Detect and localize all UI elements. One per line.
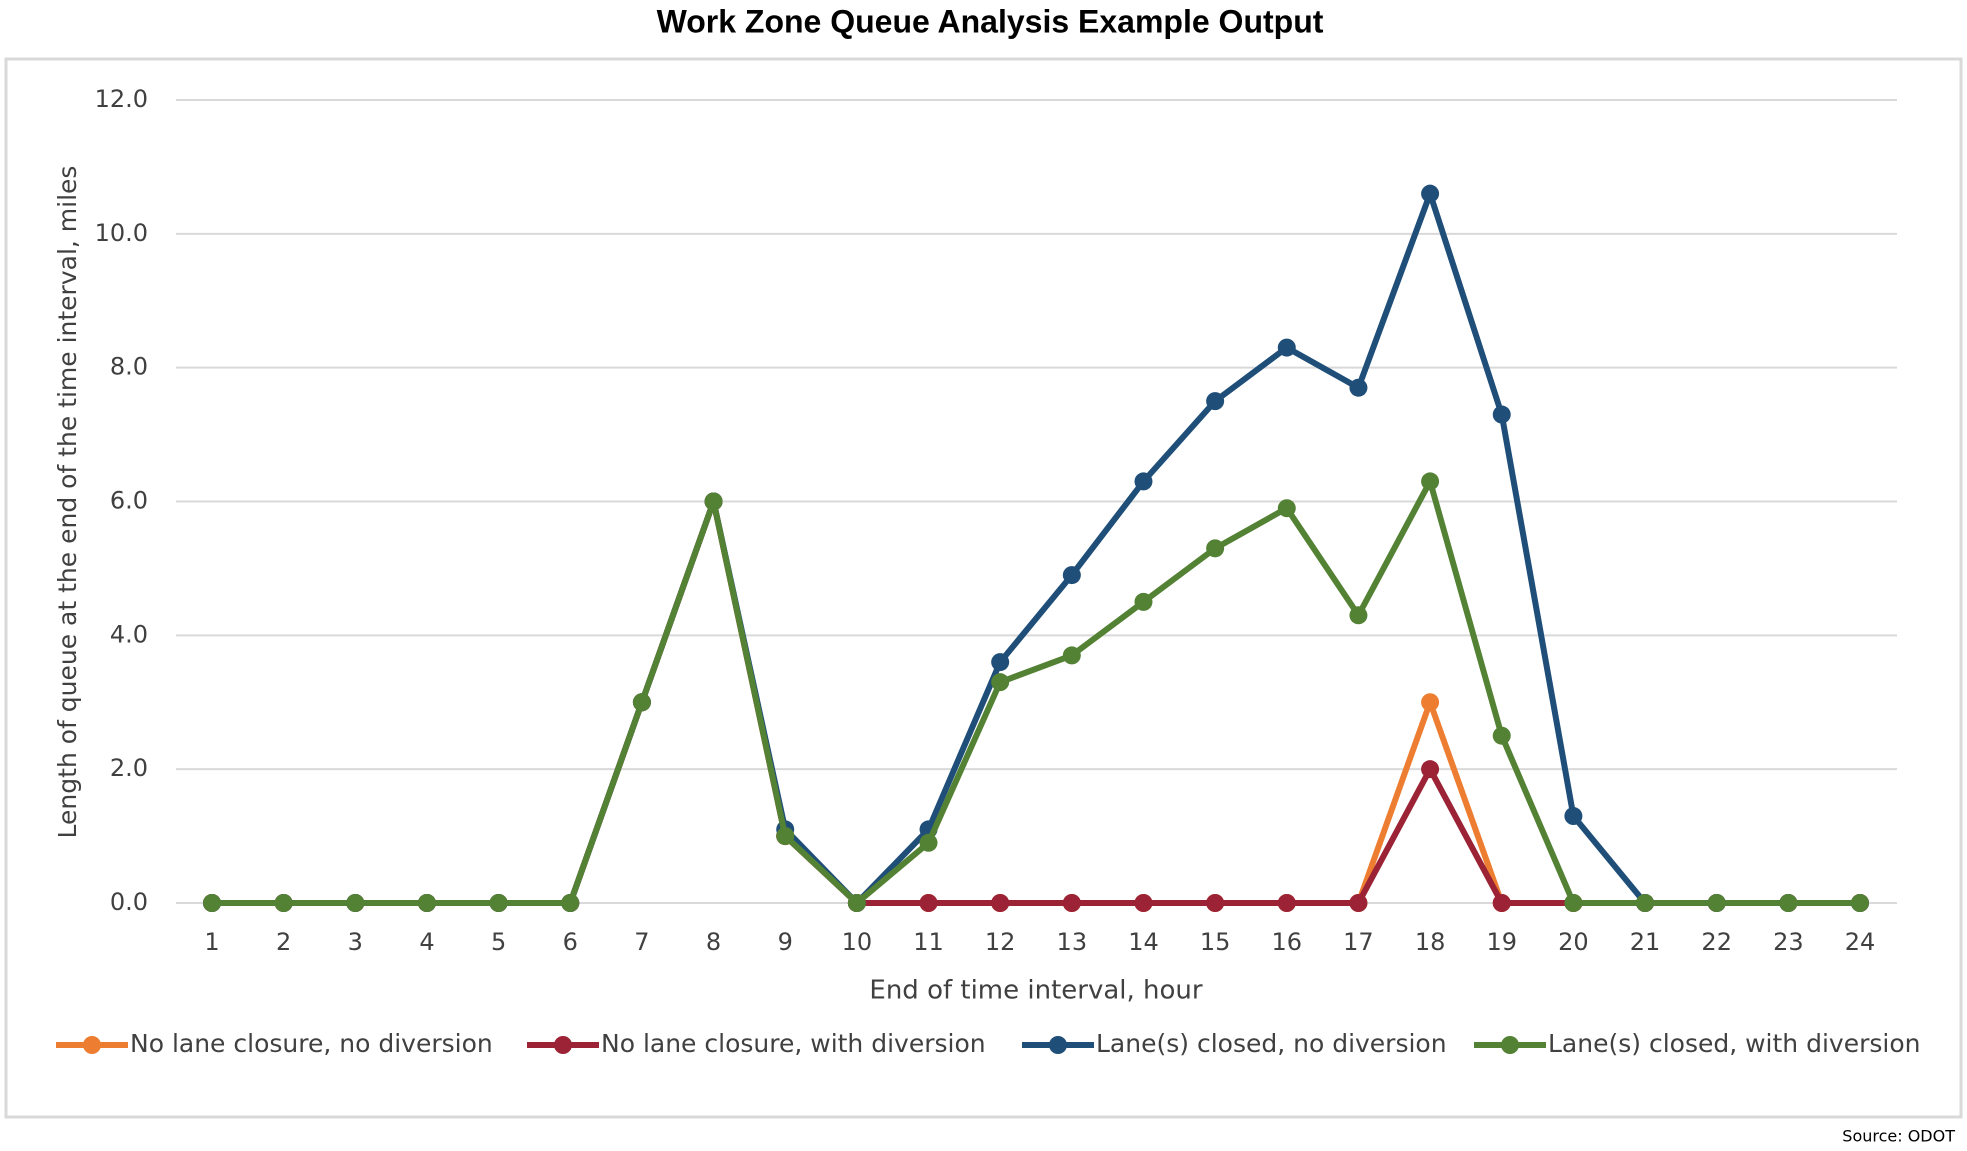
data-point xyxy=(417,894,436,912)
x-tick-label: 17 xyxy=(1343,928,1374,956)
data-point xyxy=(1349,894,1368,912)
data-point xyxy=(1349,378,1368,397)
data-point xyxy=(776,827,795,846)
legend-marker xyxy=(554,1036,572,1054)
data-point xyxy=(1564,807,1583,826)
chart-title: Work Zone Queue Analysis Example Output xyxy=(657,3,1324,39)
x-tick-label: 19 xyxy=(1486,928,1517,956)
legend-label: No lane closure, no diversion xyxy=(130,1029,493,1058)
data-point xyxy=(1134,472,1153,491)
legend-label: Lane(s) closed, no diversion xyxy=(1096,1029,1447,1058)
data-point xyxy=(1349,606,1368,625)
y-tick-label: 10.0 xyxy=(95,219,148,247)
data-point xyxy=(847,894,866,912)
y-tick-label: 8.0 xyxy=(110,353,148,381)
series-line xyxy=(212,478,1860,906)
x-tick-label: 15 xyxy=(1200,928,1231,956)
data-point xyxy=(1851,894,1869,912)
x-tick-label: 22 xyxy=(1701,928,1732,956)
chart-frame xyxy=(4,57,1963,1119)
x-tick-label: 8 xyxy=(706,928,721,956)
data-point xyxy=(1421,760,1440,779)
x-tick-label: 18 xyxy=(1415,928,1446,956)
data-point xyxy=(274,894,293,912)
legend-label: No lane closure, with diversion xyxy=(601,1029,986,1058)
data-point xyxy=(1636,894,1655,912)
data-point xyxy=(1062,566,1081,585)
data-point xyxy=(991,673,1010,692)
x-tick-label: 6 xyxy=(563,928,578,956)
data-point xyxy=(1421,472,1440,491)
y-tick-label: 12.0 xyxy=(95,85,148,113)
y-tick-label: 6.0 xyxy=(110,487,148,515)
data-point xyxy=(1492,405,1511,424)
data-point xyxy=(1134,894,1153,912)
x-tick-label: 4 xyxy=(419,928,434,956)
data-point xyxy=(561,894,580,912)
legend-marker xyxy=(83,1036,101,1054)
data-point xyxy=(346,894,365,912)
x-tick-label: 9 xyxy=(778,928,793,956)
x-tick-label: 5 xyxy=(491,928,506,956)
data-point xyxy=(991,653,1010,672)
x-tick-label: 24 xyxy=(1845,928,1876,956)
y-tick-label: 0.0 xyxy=(110,888,148,916)
data-point xyxy=(489,894,508,912)
y-tick-label: 2.0 xyxy=(110,754,148,782)
data-point xyxy=(1062,646,1081,665)
x-tick-label: 7 xyxy=(634,928,649,956)
data-point xyxy=(1134,592,1153,611)
data-point xyxy=(991,894,1010,912)
data-point xyxy=(1421,693,1440,712)
data-point xyxy=(704,492,723,511)
data-point xyxy=(1277,499,1296,518)
data-point xyxy=(1564,894,1583,912)
x-tick-label: 20 xyxy=(1558,928,1589,956)
data-point xyxy=(919,833,938,852)
data-point xyxy=(1206,539,1225,558)
x-tick-label: 16 xyxy=(1272,928,1303,956)
data-point xyxy=(1421,184,1440,203)
data-point xyxy=(1277,894,1296,912)
source-note: Source: ODOT xyxy=(1842,1127,1955,1146)
x-tick-label: 14 xyxy=(1128,928,1159,956)
data-point xyxy=(1206,392,1225,411)
x-tick-label: 23 xyxy=(1773,928,1804,956)
data-point xyxy=(1492,894,1511,912)
x-tick-label: 2 xyxy=(276,928,291,956)
legend-marker xyxy=(1501,1036,1519,1054)
x-axis-title: End of time interval, hour xyxy=(869,976,1203,1006)
data-point xyxy=(632,693,651,712)
x-tick-label: 13 xyxy=(1057,928,1088,956)
y-axis-title: Length of queue at the end of the time i… xyxy=(53,166,82,839)
x-tick-label: 11 xyxy=(913,928,944,956)
x-tick-label: 10 xyxy=(842,928,873,956)
y-tick-label: 4.0 xyxy=(110,620,148,648)
data-point xyxy=(203,894,221,912)
data-point xyxy=(1062,894,1081,912)
legend-label: Lane(s) closed, with diversion xyxy=(1548,1029,1920,1058)
x-tick-label: 12 xyxy=(985,928,1016,956)
data-point xyxy=(1277,338,1296,357)
data-point xyxy=(1707,894,1726,912)
data-point xyxy=(1206,894,1225,912)
data-point xyxy=(1492,726,1511,745)
x-tick-label: 3 xyxy=(348,928,363,956)
x-tick-label: 1 xyxy=(204,928,219,956)
x-tick-label: 21 xyxy=(1630,928,1661,956)
data-point xyxy=(1779,894,1798,912)
data-point xyxy=(919,894,938,912)
legend-marker xyxy=(1049,1036,1067,1054)
